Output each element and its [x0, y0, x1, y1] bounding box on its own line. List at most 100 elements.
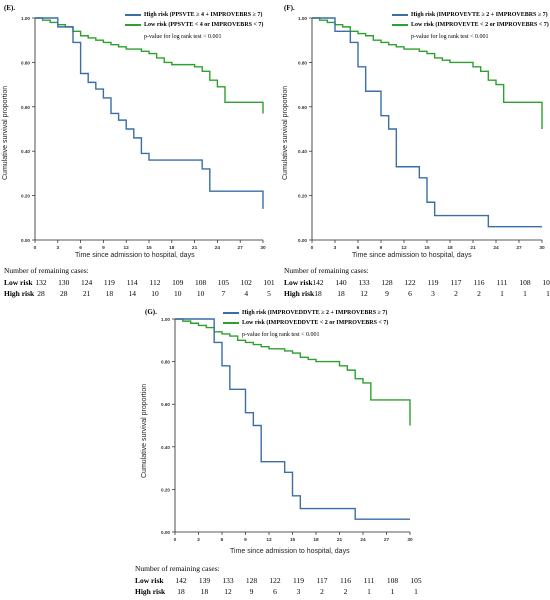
x-tick-label: 15 — [290, 537, 296, 543]
risk-cell-high: 18 — [337, 289, 345, 298]
y-axis-title: Cumulative survival proportion — [282, 85, 289, 180]
risk-cell-low: 112 — [149, 278, 161, 287]
risk-cell-low: 132 — [35, 278, 47, 287]
y-tick-label: 0.80 — [21, 60, 30, 65]
risk-table-title: Number of remaining cases: — [284, 266, 369, 275]
risk-cell-high: 1 — [414, 587, 418, 596]
risk-cell-low: 117 — [450, 278, 462, 287]
x-tick-label: 18 — [169, 245, 175, 251]
survival-chart-f: 0.00 0.20 0.40 0.60 0.80 1.00 0 3 6 9 12 15 18 21 24 27… — [298, 16, 545, 251]
risk-table: Number of remaining cases: Low risk High… — [284, 266, 550, 300]
y-tick-label: 0.60 — [21, 105, 30, 110]
legend-swatch-high — [125, 14, 141, 16]
legend-label-high: High risk (IMPROVEDDVTE ≥ 2 + IMPROVEBRS… — [242, 310, 388, 316]
x-tick-label: 3 — [197, 537, 200, 543]
risk-cell-high: 3 — [431, 289, 435, 298]
legend-label-low: Low risk (PPSVTE < 4 or IMPROVEBRS < 7) — [144, 22, 264, 28]
series-line-high — [175, 318, 410, 520]
risk-table-title: Number of remaining cases: — [4, 266, 89, 275]
legend-item-high: High risk (PPSVTE ≥ 4 + IMPROVEBRS ≥ 7) — [125, 10, 275, 20]
risk-table: Number of remaining cases: Low risk High… — [135, 564, 422, 600]
risk-cell-low: 130 — [58, 278, 70, 287]
y-axis-title: Cumulative survival proportion — [2, 85, 9, 180]
legend-label-high: High risk (IMPROVEVTE ≥ 2 + IMPROVEBRS ≥… — [411, 12, 548, 18]
x-tick-label: 30 — [260, 245, 266, 251]
y-tick-label: 0.40 — [298, 149, 307, 154]
y-axis-title: Cumulative survival proportion — [141, 383, 148, 478]
x-tick-label: 18 — [447, 245, 453, 251]
y-tick-label: 0.60 — [298, 105, 307, 110]
risk-cell-low: 119 — [293, 576, 304, 585]
y-tick-label: 0.80 — [298, 60, 307, 65]
risk-cell-low: 117 — [316, 576, 328, 585]
risk-row-label-low: Low risk — [135, 576, 164, 585]
pvalue-text: p-value for log rank test < 0.001 — [411, 34, 489, 40]
risk-cell-high: 1 — [390, 587, 395, 596]
risk-cell-low: 114 — [126, 278, 138, 287]
x-tick-label: 9 — [244, 537, 247, 543]
risk-cell-low: 122 — [404, 278, 416, 287]
survival-chart-g: 0.00 0.20 0.40 0.60 0.80 1.00 0 3 6 9 12 15 18 21 24 27… — [161, 317, 413, 543]
x-axis-title: Time since admission to hospital, days — [230, 548, 350, 555]
pvalue-note: p-value for log rank test < 0.001 — [125, 32, 275, 42]
x-axis-title: Time since admission to hospital, days — [75, 252, 195, 259]
panel-label: (G). — [145, 308, 157, 316]
risk-cell-low: 142 — [312, 278, 324, 287]
risk-cell-low: 101 — [263, 278, 275, 287]
risk-cell-low: 128 — [245, 576, 258, 585]
risk-cell-low: 102 — [240, 278, 252, 287]
x-tick-label: 6 — [79, 245, 82, 251]
legend-label-low: Low risk (IMPROVEDDVTE < 2 or IMPROVEBRS… — [242, 320, 389, 326]
y-tick-label: 1.00 — [298, 16, 307, 21]
x-tick-label: 12 — [266, 537, 272, 543]
risk-cell-high: 1 — [367, 587, 371, 596]
risk-cell-low: 119 — [427, 278, 439, 287]
legend-swatch-low — [392, 24, 408, 26]
risk-cell-high: 6 — [273, 587, 277, 596]
risk-cell-high: 9 — [385, 289, 389, 298]
series-line-high — [312, 17, 542, 228]
x-tick-label: 21 — [470, 245, 476, 251]
y-tick-label: 1.00 — [161, 317, 170, 322]
x-tick-label: 0 — [34, 245, 37, 251]
x-tick-label: 0 — [174, 537, 177, 543]
legend-swatch-low — [125, 24, 141, 26]
risk-cell-low: 116 — [473, 278, 485, 287]
risk-cell-high: 18 — [105, 289, 114, 298]
x-tick-label: 0 — [311, 245, 314, 251]
risk-row-label-high: High risk — [135, 587, 166, 596]
y-tick-label: 0.40 — [21, 149, 30, 154]
panel-g: (G). 0.00 0.20 0.40 0.60 0.80 1.00 0 3 6 9 12 15 18 2… — [135, 302, 422, 600]
risk-row-label-low: Low risk — [4, 278, 33, 287]
y-tick-label: 0.20 — [21, 194, 30, 199]
legend-item-high: High risk (IMPROVEVTE ≥ 2 + IMPROVEBRS ≥… — [392, 10, 550, 20]
legend-swatch-low — [223, 322, 239, 324]
legend-item-low: Low risk (IMPROVEVTE < 2 or IMPROVEBRS <… — [392, 20, 550, 30]
risk-cell-low: 133 — [222, 576, 234, 585]
risk-cell-high: 9 — [249, 587, 254, 596]
y-tick-label: 1.00 — [21, 16, 30, 21]
series-line-high — [35, 17, 264, 209]
y-tick-label: 0.40 — [161, 445, 170, 450]
risk-cell-high: 1 — [546, 289, 550, 298]
risk-cell-low: 139 — [198, 576, 211, 585]
risk-cell-low: 124 — [80, 278, 93, 287]
pvalue-note: p-value for log rank test < 0.001 — [392, 32, 550, 42]
x-tick-label: 15 — [146, 245, 152, 251]
risk-cell-low: 105 — [410, 576, 422, 585]
panel-label: (F). — [284, 4, 295, 12]
x-tick-label: 21 — [192, 245, 198, 251]
legend: High risk (PPSVTE ≥ 4 + IMPROVEBRS ≥ 7) … — [125, 10, 275, 42]
risk-cell-low: 133 — [358, 278, 370, 287]
risk-cell-low: 119 — [103, 278, 115, 287]
x-tick-label: 12 — [401, 245, 407, 251]
legend-label-low: Low risk (IMPROVEVTE < 2 or IMPROVEBRS <… — [411, 22, 549, 28]
legend-item-high: High risk (IMPROVEDDVTE ≥ 2 + IMPROVEBRS… — [223, 308, 418, 318]
y-tick-label: 0.20 — [298, 194, 307, 199]
risk-cell-low: 108 — [386, 576, 399, 585]
risk-cell-high: 5 — [267, 289, 271, 298]
risk-cell-low: 111 — [496, 278, 508, 287]
y-tick-label: 0.00 — [161, 530, 170, 535]
risk-cell-low: 105 — [217, 278, 230, 287]
risk-cell-high: 12 — [224, 587, 232, 596]
